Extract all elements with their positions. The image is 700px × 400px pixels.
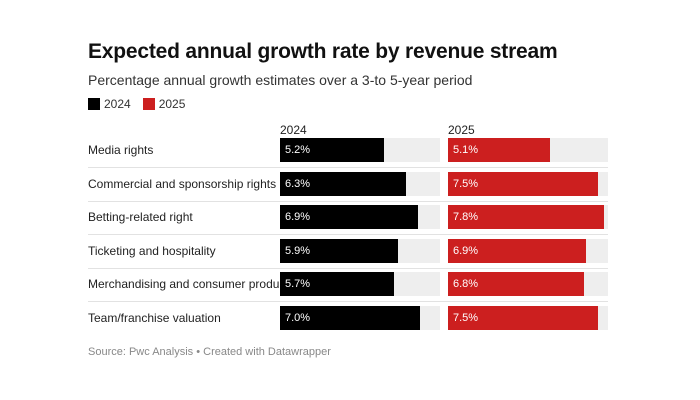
bar-2024-betting-related-right [280, 205, 418, 229]
row-divider [88, 167, 608, 168]
source-note: Source: Pwc Analysis • Created with Data… [88, 346, 331, 358]
column-header-2024: 2024 [280, 123, 307, 137]
legend-label-2024: 2024 [104, 97, 131, 111]
value-label: 6.9% [285, 211, 311, 223]
category-label: Merchandising and consumer products [88, 277, 295, 291]
value-label: 6.9% [453, 245, 479, 257]
category-label: Team/franchise valuation [88, 311, 221, 325]
bar-track-2025: 7.5% [448, 172, 608, 196]
category-label: Ticketing and hospitality [88, 244, 216, 258]
chart-row-media-rights: Media rights 5.2% 5.1% [88, 138, 608, 172]
bar-track-2024: 7.0% [280, 306, 440, 330]
value-label: 6.8% [453, 278, 479, 290]
category-label: Commercial and sponsorship rights [88, 177, 277, 191]
bar-2025-merchandising-and-consumer-products [448, 272, 584, 296]
bar-track-2025: 7.8% [448, 205, 608, 229]
bar-track-2024: 5.7% [280, 272, 440, 296]
chart-row-merchandising-and-consumer-products: Merchandising and consumer products 5.7% 6… [88, 272, 608, 306]
column-header-2025: 2025 [448, 123, 475, 137]
category-label: Betting-related right [88, 210, 193, 224]
bar-2025-commercial-and-sponsorship-rights [448, 172, 598, 196]
bar-track-2025: 6.8% [448, 272, 608, 296]
value-label: 7.5% [453, 178, 479, 190]
value-label: 6.3% [285, 178, 311, 190]
bar-2025-betting-related-right [448, 205, 604, 229]
row-divider [88, 301, 608, 302]
chart-row-betting-related-right: Betting-related right 6.9% 7.8% [88, 205, 608, 239]
value-label: 5.7% [285, 278, 311, 290]
value-label: 5.2% [285, 144, 311, 156]
bar-2025-media-rights [448, 138, 550, 162]
category-label: Media rights [88, 143, 154, 157]
bar-track-2024: 6.3% [280, 172, 440, 196]
row-divider [88, 268, 608, 269]
chart-subtitle: Percentage annual growth estimates over … [88, 72, 473, 88]
bar-2025-team-franchise-valuation [448, 306, 598, 330]
bar-track-2024: 5.2% [280, 138, 440, 162]
value-label: 7.5% [453, 312, 479, 324]
bar-2024-commercial-and-sponsorship-rights [280, 172, 406, 196]
bar-track-2025: 7.5% [448, 306, 608, 330]
bar-2024-team-franchise-valuation [280, 306, 420, 330]
bar-2025-ticketing-and-hospitality [448, 239, 586, 263]
bar-2024-media-rights [280, 138, 384, 162]
value-label: 5.9% [285, 245, 311, 257]
value-label: 7.8% [453, 211, 479, 223]
legend-swatch-2025 [142, 98, 155, 110]
chart-row-team-franchise-valuation: Team/franchise valuation 7.0% 7.5% [88, 306, 608, 340]
bar-2024-ticketing-and-hospitality [280, 239, 398, 263]
bar-track-2025: 6.9% [448, 239, 608, 263]
legend-item-2024: 2024 [88, 97, 131, 111]
row-divider [88, 234, 608, 235]
legend-swatch-2024 [88, 98, 100, 110]
legend: 2024 2025 [88, 97, 197, 111]
row-divider [88, 201, 608, 202]
legend-label-2025: 2025 [158, 97, 186, 111]
bar-track-2024: 6.9% [280, 205, 440, 229]
bar-2024-merchandising-and-consumer-products [280, 272, 394, 296]
chart-row-commercial-and-sponsorship-rights: Commercial and sponsorship rights 6.3% 7.5… [88, 172, 608, 206]
legend-item-2025: 2025 [142, 97, 186, 111]
bar-track-2025: 5.1% [448, 138, 608, 162]
chart-title: Expected annual growth rate by revenue s… [88, 40, 558, 63]
value-label: 5.1% [453, 144, 479, 156]
chart-row-ticketing-and-hospitality: Ticketing and hospitality 5.9% 6.9% [88, 239, 608, 273]
value-label: 7.0% [285, 312, 311, 324]
bar-track-2024: 5.9% [280, 239, 440, 263]
